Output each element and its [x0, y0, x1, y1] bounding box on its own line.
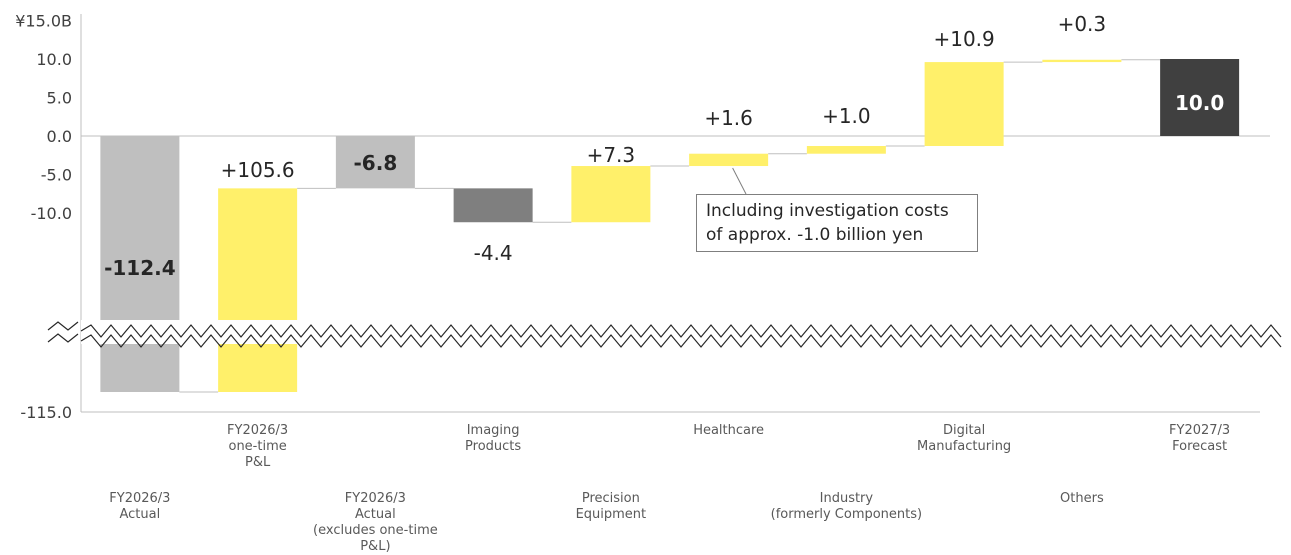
category-label: Forecast — [1172, 439, 1227, 454]
category-label: Digital — [943, 423, 985, 438]
data-label: -112.4 — [104, 256, 176, 280]
waterfall-bar — [924, 62, 1004, 147]
category-label: Manufacturing — [917, 439, 1011, 454]
category-label: Precision — [582, 491, 640, 506]
annotation-line-2: of approx. -1.0 billion yen — [706, 225, 924, 245]
category-label: Actual — [355, 507, 396, 522]
waterfall-bar — [1160, 59, 1240, 136]
annotation-leader-line — [732, 167, 747, 195]
annotation-box: Including investigation costs of approx.… — [696, 194, 978, 252]
chart-axes — [80, 14, 1270, 413]
category-label: Equipment — [576, 507, 647, 522]
category-label: Others — [1060, 491, 1104, 506]
data-label: +0.3 — [1058, 12, 1107, 36]
category-label: Healthcare — [693, 423, 764, 438]
category-labels: FY2026/3ActualFY2026/3one-timeP&LFY2026/… — [109, 423, 1230, 554]
bar-connectors — [179, 59, 1161, 393]
waterfall-bar — [571, 166, 651, 223]
data-label: +1.0 — [822, 104, 871, 128]
axis-break-mark — [47, 321, 79, 331]
waterfall-bar — [689, 153, 769, 167]
data-label: +7.3 — [587, 143, 636, 167]
category-label: Actual — [120, 507, 161, 522]
data-label: +10.9 — [933, 27, 994, 51]
axis-break-line — [80, 334, 1282, 348]
data-labels: -112.4 +105.6 -6.8 -4.4 +7.3 +1.6 +1.0 +10.9 +0.… — [104, 12, 1224, 280]
waterfall-bar — [453, 188, 533, 223]
y-tick-label: ¥15.0B — [15, 12, 72, 31]
axis-break-line — [80, 324, 1282, 338]
category-label: FY2026/3 — [345, 491, 406, 506]
waterfall-bar — [335, 136, 415, 189]
y-tick-label: -5.0 — [41, 166, 72, 185]
category-label: (excludes one-time — [313, 523, 438, 538]
category-label: FY2027/3 — [1169, 423, 1230, 438]
y-tick-label: 10.0 — [36, 50, 72, 69]
category-label: FY2026/3 — [109, 491, 170, 506]
y-tick-label-lower: -115.0 — [20, 403, 72, 422]
category-label: Industry — [820, 491, 874, 506]
axis-break-marks — [47, 320, 1291, 348]
data-label: -6.8 — [354, 151, 398, 175]
data-label: +105.6 — [221, 158, 295, 182]
annotation-line-1: Including investigation costs — [706, 201, 949, 221]
category-label: (formerly Components) — [771, 507, 922, 522]
waterfall-bar — [100, 136, 180, 392]
axis-break-gap — [81, 320, 1291, 344]
waterfall-bar — [806, 146, 886, 154]
category-label: P&L — [245, 455, 271, 470]
waterfall-bar — [1042, 59, 1122, 63]
data-label: 10.0 — [1175, 91, 1224, 115]
chart-bars — [100, 59, 1240, 392]
data-label: -4.4 — [474, 241, 513, 265]
category-label: one-time — [228, 439, 286, 454]
waterfall-bar — [218, 188, 298, 392]
y-tick-label: 5.0 — [47, 89, 72, 108]
category-label: FY2026/3 — [227, 423, 288, 438]
axis-break-mark — [47, 333, 79, 343]
category-label: Imaging — [467, 423, 520, 438]
y-tick-label: 0.0 — [47, 127, 72, 146]
category-label: Products — [465, 439, 521, 454]
y-tick-labels: ¥15.0B 10.0 5.0 0.0 -5.0 -10.0 -115.0 — [15, 12, 72, 423]
data-label: +1.6 — [704, 106, 753, 130]
category-label: P&L) — [360, 539, 390, 554]
y-tick-label: -10.0 — [31, 204, 72, 223]
